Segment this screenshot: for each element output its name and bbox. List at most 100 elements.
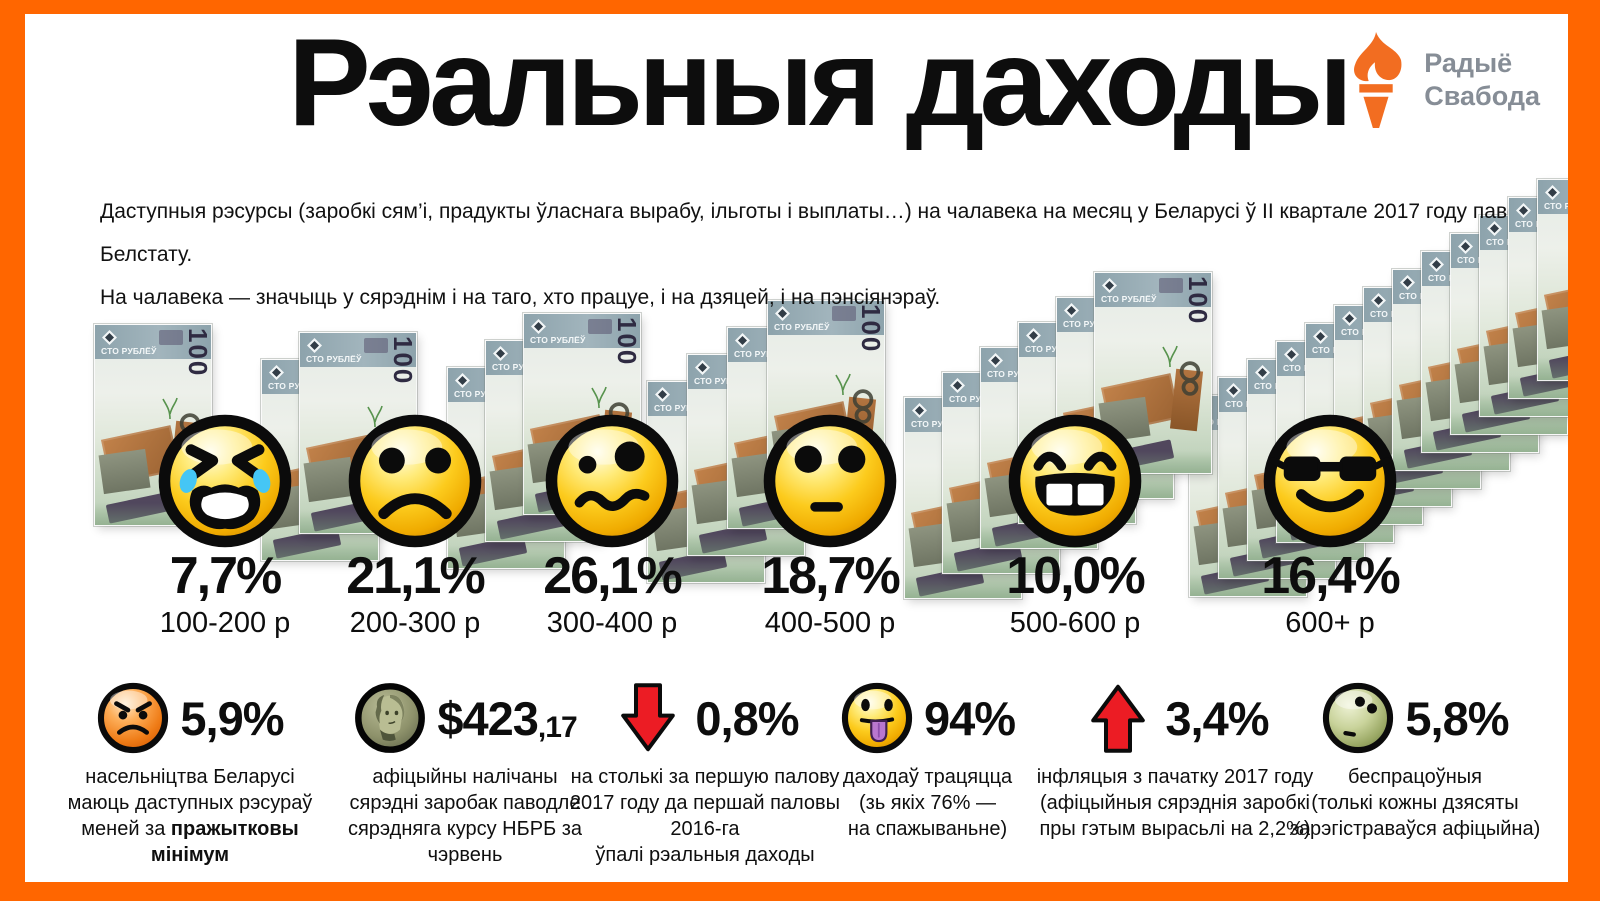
bracket-percent: 26,1% — [543, 547, 682, 605]
stat-caption-line: меней за пражытковы мінімум — [81, 818, 299, 866]
page-title: Рэальныя даходы — [288, 14, 1353, 152]
bank-diamond-logo — [1516, 203, 1531, 218]
stat-caption-line: інфляцыя з пачатку 2017 году — [1036, 766, 1314, 788]
stat-caption-line: насельніцтва Беларусі — [85, 766, 295, 788]
bank-diamond-logo — [950, 378, 965, 393]
banknote-label: СТО РУБЛЁЎ — [530, 335, 586, 345]
banknote-label: СТО РУБЛЁЎ — [1025, 344, 1081, 354]
crying-emoji-icon — [157, 413, 293, 549]
stat-caption-line: сярэдняга курсу НБРБ за чэрвень — [347, 818, 583, 866]
banknote-100: СТО РУБЛЁЎ 100 — [1538, 180, 1600, 380]
sprig-icon — [1162, 345, 1178, 368]
stat-value: 0,8% — [695, 691, 799, 745]
stat-caption-line: (афіцыйныя сярэднія заробкі — [1040, 792, 1310, 814]
bracket-range: 600+ р — [1285, 606, 1375, 639]
bank-diamond-logo — [531, 319, 546, 334]
stat-item: 3,4% інфляцыя з пачатку 2017 году (афіцый… — [1030, 676, 1320, 842]
bank-diamond-logo — [695, 360, 710, 375]
stat-caption: на столькі за першую палову 2017 году да … — [555, 764, 855, 868]
bracket-range: 500-600 р — [1009, 606, 1141, 639]
bracket-percent: 16,4% — [1261, 547, 1400, 605]
bank-diamond-logo — [1313, 329, 1328, 344]
sprig-icon — [162, 397, 178, 420]
bank-diamond-logo — [1226, 383, 1241, 398]
bank-diamond-logo — [735, 333, 750, 348]
bank-diamond-logo — [1102, 278, 1117, 293]
banknote-denomination: 100 — [1183, 276, 1213, 326]
stat-item: 94% даходаў трацяцца (зь якіх 76% — на спа… — [830, 676, 1025, 842]
bank-diamond-logo — [775, 306, 790, 321]
stat-caption-line: даходаў трацяцца — [842, 766, 1013, 788]
income-bracket-column: 16,4% 600+ р — [1215, 413, 1445, 640]
banknote-denomination: 100 — [856, 304, 886, 354]
sad-emoji-icon — [347, 413, 483, 549]
bank-diamond-logo — [307, 338, 322, 353]
stat-value-decimals: ,17 — [537, 710, 578, 744]
bank-diamond-logo — [912, 403, 927, 418]
castle-engraving — [771, 389, 878, 477]
sick-face-icon — [1321, 679, 1395, 757]
banknote-label: СТО РУБЛЁЎ — [949, 394, 1005, 404]
bank-diamond-logo — [1400, 275, 1415, 290]
banknote-label: СТО РУБЛЁЎ — [1063, 319, 1119, 329]
radio-svaboda-logo: Радыё Свабода — [1338, 32, 1540, 128]
banknote-label: СТО РУБЛЁЎ — [454, 389, 510, 399]
stat-value: 94% — [923, 691, 1016, 745]
brand-name: Радыё Свабода — [1424, 48, 1540, 111]
bracket-range: 200-300 р — [349, 606, 481, 639]
stat-caption: даходаў трацяцца (зь якіх 76% — на спажыва… — [830, 764, 1025, 842]
stat-item: 5,8% беспрацоўныя (толькі кожны дзясяты за… — [1285, 676, 1545, 842]
stat-item: 0,8% на столькі за першую палову 2017 год… — [555, 676, 855, 868]
income-bracket-column: 26,1% 300-400 р — [497, 413, 727, 640]
bank-diamond-logo — [655, 387, 670, 402]
stat-caption-line: на столькі за першую палову — [570, 766, 840, 788]
torch-icon — [1354, 32, 1402, 128]
stat-caption-line: сярэдні заробак паводле — [349, 792, 581, 814]
cool-emoji-icon — [1262, 413, 1398, 549]
banknote-denomination: 100 — [388, 336, 418, 386]
income-bracket-column: 21,1% 200-300 р — [300, 413, 530, 640]
stat-caption-line: афіцыйны налічаны — [372, 766, 558, 788]
bank-diamond-logo — [493, 346, 508, 361]
bracket-range: 300-400 р — [546, 606, 678, 639]
stat-caption: інфляцыя з пачатку 2017 году (афіцыйныя с… — [1030, 764, 1320, 842]
franklin-coin-icon — [353, 679, 427, 757]
down-arrow-icon — [611, 679, 685, 757]
grinning-emoji-icon — [1007, 413, 1143, 549]
banknote-label: СТО РУБЛЁЎ — [1544, 201, 1600, 211]
confused-emoji-icon — [544, 413, 680, 549]
banknote-label: СТО РУБЛЁЎ — [268, 381, 324, 391]
stat-value: $423,17 — [437, 691, 578, 745]
stat-item: 5,9% насельніцтва Беларусі маюць даступны… — [55, 676, 325, 868]
intro-line-2: На чалавека — значыць у сярэднім і на та… — [100, 286, 941, 309]
bank-diamond-logo — [1371, 293, 1386, 308]
banknote-label: СТО РУБЛЁЎ — [987, 369, 1043, 379]
stat-caption-line: на спажываньне) — [847, 818, 1008, 840]
bank-diamond-logo — [1545, 185, 1560, 200]
banknote-label: СТО РУБЛЁЎ — [694, 376, 750, 386]
tongue-face-icon — [840, 679, 914, 757]
intro-line-1: Даступныя рэсурсы (заробкі сям’і, прадук… — [100, 200, 1555, 266]
bank-diamond-logo — [1284, 347, 1299, 362]
castle-engraving — [1541, 272, 1600, 356]
banknote-label: СТО РУБЛЁЎ — [911, 419, 967, 429]
stat-item: $423,17 афіцыйны налічаны сярэдні заробак… — [320, 676, 610, 868]
bank-diamond-logo — [1487, 221, 1502, 236]
bank-diamond-logo — [1458, 239, 1473, 254]
bracket-percent: 21,1% — [346, 547, 485, 605]
bank-diamond-logo — [102, 330, 117, 345]
banknote-label: СТО РУБЛЁЎ — [101, 346, 157, 356]
stat-caption: насельніцтва Беларусі маюць даступных рэс… — [55, 764, 325, 868]
stat-caption-line: пры гэтым вырасьлі на 2,2%) — [1039, 818, 1311, 840]
bracket-percent: 10,0% — [1006, 547, 1145, 605]
banknote-label: СТО РУБЛЁЎ — [306, 354, 362, 364]
bank-diamond-logo — [988, 353, 1003, 368]
stat-caption-line: беспрацоўныя — [1347, 766, 1483, 788]
banknote-label: СТО РУБЛЁЎ — [774, 322, 830, 332]
bracket-range: 400-500 р — [764, 606, 896, 639]
angry-face-icon — [96, 679, 170, 757]
income-bracket-column: 10,0% 500-600 р — [960, 413, 1190, 640]
bank-diamond-logo — [455, 373, 470, 388]
income-bracket-column: 18,7% 400-500 р — [715, 413, 945, 640]
